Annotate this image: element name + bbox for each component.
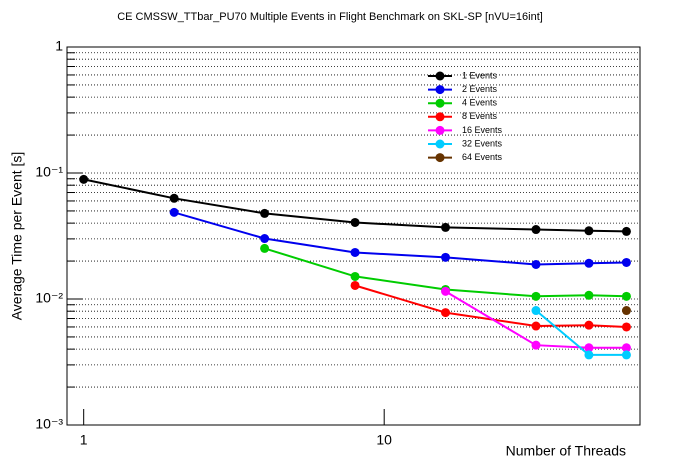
legend-label: 32 Events [462,138,503,148]
legend-marker [435,71,445,81]
data-point [531,306,541,316]
data-point [441,222,451,232]
data-point [621,343,631,353]
y-tick-label: 10⁻¹ [35,164,63,180]
data-point [621,322,631,332]
data-point [260,208,270,218]
data-point [260,243,270,253]
y-tick-label: 10⁻³ [35,416,63,432]
data-point [350,247,360,257]
data-point [169,207,179,217]
data-point [621,291,631,301]
series-line [264,247,627,298]
data-point [584,343,594,353]
data-point [531,321,541,331]
x-axis-label: Number of Threads [506,443,626,459]
data-point [621,306,631,316]
legend-label: 8 Events [462,111,498,121]
legend-label: 4 Events [462,98,498,108]
legend-label: 1 Events [462,70,498,80]
data-point [350,271,360,281]
data-point [260,234,270,244]
data-point [441,308,451,318]
series-line [444,290,627,349]
legend-marker [435,153,445,163]
data-point [531,291,541,301]
data-point [531,259,541,269]
data-point [621,226,631,236]
series-line [83,178,627,233]
data-point [584,258,594,268]
data-point [584,320,594,330]
data-point [350,217,360,227]
data-point [531,340,541,350]
legend-label: 64 Events [462,152,503,162]
legend-marker [435,112,445,122]
data-point [441,252,451,262]
data-point [621,350,631,360]
chart-title: CE CMSSW_TTbar_PU70 Multiple Events in F… [117,11,543,23]
legend-marker [435,85,445,95]
y-tick-label: 1 [55,38,63,54]
data-point [584,226,594,236]
legend-marker [435,98,445,108]
legend-label: 2 Events [462,84,498,94]
legend-label: 16 Events [462,125,503,135]
data-point [79,174,89,184]
y-tick-label: 10⁻² [35,290,63,306]
data-point [584,290,594,300]
x-tick-label: 10 [376,432,392,448]
plot-frame [66,46,641,426]
legend-marker [435,125,445,135]
legend-marker [435,139,445,149]
data-point [531,225,541,235]
data-point [621,257,631,267]
data-point [169,193,179,203]
data-point [441,286,451,296]
data-point [584,350,594,360]
x-tick-label: 1 [80,432,88,448]
data-point [350,280,360,290]
y-axis-label: Average Time per Event [s] [9,152,25,321]
